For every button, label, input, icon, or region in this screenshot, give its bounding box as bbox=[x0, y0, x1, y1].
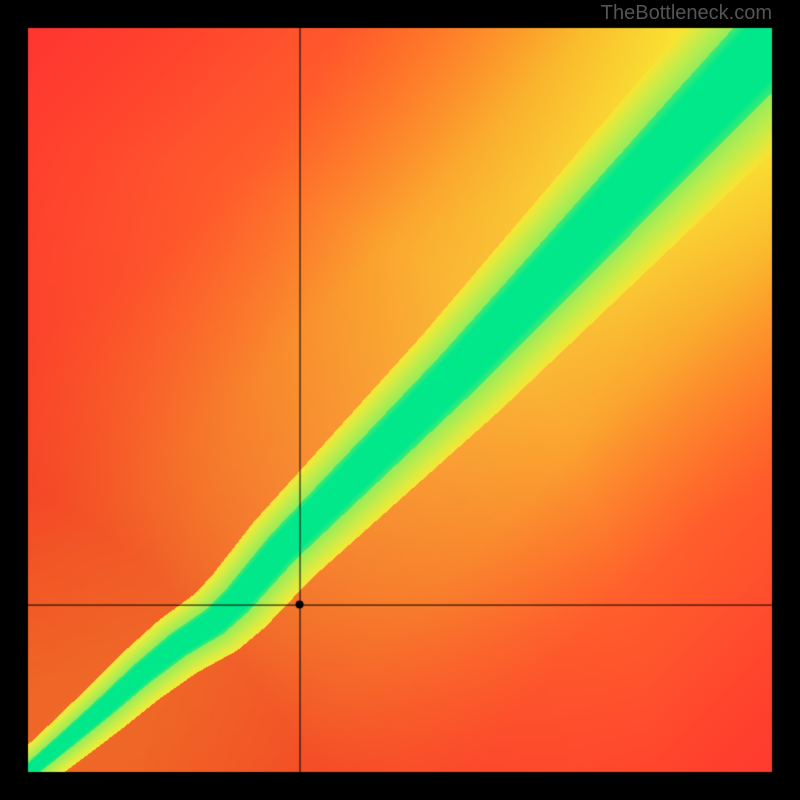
watermark-text: TheBottleneck.com bbox=[601, 2, 772, 25]
chart-container: TheBottleneck.com bbox=[0, 0, 800, 800]
bottleneck-heatmap bbox=[0, 0, 800, 800]
